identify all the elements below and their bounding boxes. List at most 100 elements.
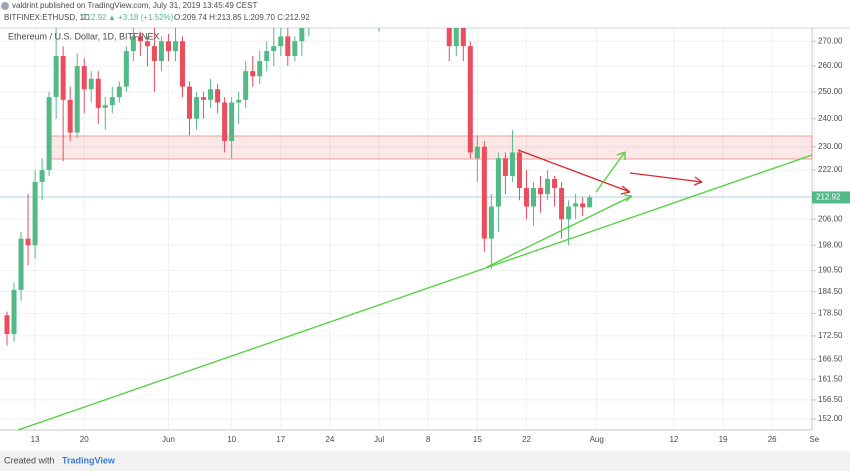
resistance-zone — [47, 135, 813, 160]
y-tick-label: 166.50 — [818, 354, 843, 363]
candle-body — [172, 41, 178, 52]
last-price-label: 212.92 — [816, 193, 841, 202]
x-tick-label: 10 — [227, 435, 236, 444]
candle-body — [236, 99, 242, 103]
y-tick-label: 240.00 — [818, 114, 843, 123]
arrow-head — [625, 195, 633, 202]
candle-body — [446, 28, 452, 47]
y-tick-label: 190.50 — [818, 266, 843, 275]
candle-body — [250, 71, 256, 77]
candle-body — [292, 41, 298, 57]
candle-body — [144, 41, 150, 47]
candle-body — [271, 46, 277, 52]
grid — [0, 28, 815, 430]
candle-body — [4, 315, 10, 334]
footer-bar — [0, 451, 850, 471]
chart-title: Ethereum / U.S. Dollar, 1D, BITFINEX — [8, 31, 160, 41]
candle-body — [102, 105, 108, 108]
candle-body — [412, 0, 417, 1]
candle-body — [278, 36, 284, 47]
candle-body — [453, 28, 459, 47]
candle-body — [264, 51, 270, 62]
candle-body — [11, 289, 17, 334]
ohlc: O:209.74 H:213.85 L:209.70 C:212.92 — [174, 13, 310, 22]
x-tick-label: 12 — [669, 435, 678, 444]
candle-body — [299, 28, 305, 42]
candle-body — [81, 66, 87, 90]
y-tick-label: 206.00 — [818, 214, 843, 223]
candle-body — [545, 178, 551, 195]
candle-body — [137, 36, 143, 42]
candle-body — [523, 188, 529, 207]
x-tick-label: 22 — [522, 435, 531, 444]
candle-body — [158, 41, 164, 62]
change: ▲ +3.18 (+1.52%) — [108, 13, 174, 22]
candle-body — [151, 46, 157, 62]
candle-body — [74, 66, 80, 133]
candle-body — [516, 152, 522, 189]
candle-body — [180, 41, 185, 87]
candle-body — [580, 203, 586, 208]
candle-body — [467, 46, 473, 153]
x-tick-label: 24 — [325, 435, 334, 444]
triangle-support — [486, 195, 633, 268]
brand: TradingView — [62, 455, 116, 465]
arrow-head — [621, 185, 631, 193]
footer-text: Created with — [4, 455, 55, 465]
candle-body — [109, 97, 115, 106]
candle-body — [509, 152, 515, 176]
y-tick-label: 156.50 — [818, 395, 843, 404]
y-tick-label: 270.00 — [818, 36, 843, 45]
candle-body — [587, 197, 593, 208]
candle-body — [398, 0, 403, 8]
candle-body — [488, 206, 494, 239]
candle-body — [194, 97, 200, 119]
breakout-arrow — [595, 151, 626, 193]
y-tick-label: 260.00 — [818, 61, 843, 70]
candle-body — [25, 238, 31, 246]
candle-body — [60, 56, 66, 100]
candle-body — [187, 86, 193, 119]
candle-body — [531, 188, 536, 207]
candle-body — [222, 102, 228, 142]
candle-body — [116, 86, 122, 98]
candle-body — [559, 188, 565, 220]
y-tick-label: 198.00 — [818, 240, 843, 249]
candle-body — [285, 36, 291, 57]
x-tick-label: 26 — [768, 435, 777, 444]
candle-body — [552, 178, 558, 189]
y-tick-label: 222.00 — [818, 165, 843, 174]
candle-body — [18, 238, 24, 290]
x-tick-label: 19 — [719, 435, 728, 444]
y-tick-label: 230.00 — [818, 142, 843, 151]
candle-body — [165, 41, 171, 52]
candle-body — [208, 89, 214, 100]
symbol: BITFINEX:ETHUSD, 1D — [4, 13, 90, 22]
arrow-head — [623, 194, 633, 197]
y-tick-label: 172.50 — [818, 331, 843, 340]
candle-body — [53, 56, 59, 98]
y-tick-label: 250.00 — [818, 87, 843, 96]
arrow-head — [693, 181, 703, 186]
price: 212.92 — [82, 13, 107, 22]
arrow-head — [694, 176, 703, 183]
x-tick-label: Jul — [374, 435, 384, 444]
y-tick-label: 152.00 — [818, 414, 843, 423]
arrow-head — [620, 191, 631, 195]
published-line: valdrint published on TradingView.com, J… — [12, 1, 257, 10]
candle-body — [481, 146, 487, 239]
y-tick-label: 161.50 — [818, 374, 843, 383]
candle-body — [201, 97, 207, 100]
support-trendline — [17, 154, 813, 431]
arrow-head — [616, 151, 626, 156]
candle-body — [474, 146, 480, 159]
x-tick-label: Jun — [162, 435, 175, 444]
x-tick-label: Aug — [590, 435, 604, 444]
candle-body — [573, 203, 579, 207]
candle-body — [243, 71, 249, 100]
y-tick-label: 178.50 — [818, 309, 843, 318]
x-tick-label: Se — [809, 435, 819, 444]
last-price-box — [812, 191, 850, 204]
candle-body — [123, 51, 129, 87]
avatar — [1, 2, 9, 10]
